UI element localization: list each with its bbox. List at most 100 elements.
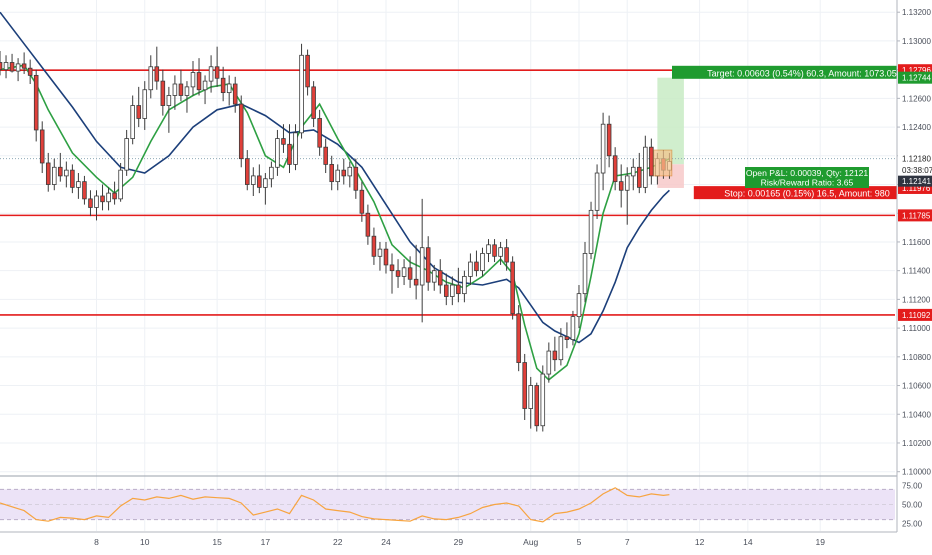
candle bbox=[341, 158, 347, 185]
candle-body-down bbox=[413, 278, 419, 286]
target-price-axis-label: 1.12744 bbox=[898, 71, 932, 84]
candle bbox=[618, 164, 624, 208]
candles bbox=[0, 43, 672, 432]
position-target-label: Target: 0.00603 (0.54%) 60.3, Amount: 10… bbox=[672, 65, 932, 79]
time-tick-label: 24 bbox=[381, 537, 391, 547]
price-tick-label: 1.10400 bbox=[902, 410, 931, 419]
candle-body-up bbox=[208, 66, 214, 82]
candle-body-down bbox=[305, 54, 310, 88]
current-price-axis-label: 1.12180 03:38:07 1.12141 bbox=[898, 152, 932, 187]
candle-body-down bbox=[516, 313, 521, 363]
price-tick-label: 1.12600 bbox=[902, 94, 931, 103]
candle bbox=[263, 173, 268, 205]
position-entry-box bbox=[653, 149, 673, 177]
candle-body-down bbox=[365, 212, 371, 237]
candle-body-up bbox=[401, 267, 407, 277]
candle-body-up bbox=[450, 284, 455, 297]
candle bbox=[383, 241, 389, 274]
price-tick-label: 1.10000 bbox=[902, 468, 931, 477]
candle bbox=[33, 69, 39, 142]
target-price-axis-label-text: 1.12744 bbox=[902, 74, 931, 83]
candle bbox=[522, 353, 527, 420]
candle-body-down bbox=[359, 189, 365, 214]
candle-body-up bbox=[148, 66, 154, 91]
candle bbox=[118, 162, 123, 202]
price-tick-label: 1.11600 bbox=[902, 238, 931, 247]
candle-body-down bbox=[353, 166, 359, 191]
candle-body-down bbox=[389, 264, 395, 272]
candle bbox=[208, 55, 214, 93]
candle bbox=[335, 164, 341, 191]
countdown-text: 03:38:07 bbox=[902, 166, 932, 175]
price-axis-line-label-text: 1.11092 bbox=[902, 311, 931, 320]
candle-body-up bbox=[347, 166, 353, 177]
candle-body-down bbox=[281, 138, 286, 145]
candle-body-up bbox=[486, 244, 491, 254]
candle-body-down bbox=[618, 181, 624, 191]
candle bbox=[70, 164, 75, 194]
candle bbox=[142, 81, 148, 130]
candle bbox=[160, 69, 166, 116]
candle bbox=[407, 256, 413, 288]
price-axis-line-label: 1.11785 bbox=[898, 209, 932, 222]
candle-body-up bbox=[570, 316, 576, 340]
candle bbox=[15, 58, 21, 82]
rsi-tick-label: 75.00 bbox=[902, 482, 923, 491]
candle-body-down bbox=[552, 350, 558, 361]
candle bbox=[395, 259, 401, 288]
position-stop-label-text: Stop: 0.00165 (0.15%) 16.5, Amount: 980 bbox=[724, 189, 890, 199]
candle bbox=[359, 181, 365, 222]
candle bbox=[100, 184, 105, 211]
candle bbox=[419, 198, 425, 323]
price-tick-label: 1.13200 bbox=[902, 8, 931, 17]
candle bbox=[27, 59, 33, 84]
rsi-line bbox=[0, 487, 670, 523]
price-tick-label: 1.11400 bbox=[902, 267, 931, 276]
candle bbox=[516, 305, 521, 372]
candle-body-up bbox=[166, 95, 172, 106]
candle bbox=[347, 161, 353, 188]
candle-body-up bbox=[106, 192, 111, 203]
candle-body-down bbox=[58, 166, 63, 177]
candle-body-up bbox=[540, 373, 546, 427]
candle bbox=[311, 81, 316, 128]
candle-body-down bbox=[154, 66, 160, 82]
candle-body-down bbox=[606, 123, 612, 157]
candle-body-up bbox=[52, 166, 57, 185]
candle-body-up bbox=[299, 54, 304, 134]
time-tick-label: 8 bbox=[94, 537, 99, 547]
candle bbox=[437, 259, 443, 294]
candle-body-up bbox=[419, 247, 425, 286]
candle-body-down bbox=[407, 267, 413, 280]
candle bbox=[148, 55, 154, 99]
candle bbox=[136, 86, 141, 128]
candle bbox=[401, 259, 407, 286]
candle-body-down bbox=[196, 72, 202, 91]
secondary-price-bg bbox=[898, 175, 932, 187]
candle bbox=[64, 161, 69, 188]
price-tick-label: 1.12400 bbox=[902, 123, 931, 132]
rsi-tick-label: 25.00 bbox=[902, 519, 923, 528]
candle bbox=[643, 135, 648, 194]
candle-body-down bbox=[33, 74, 39, 131]
candle bbox=[389, 253, 395, 294]
secondary-price-text: 1.12141 bbox=[902, 177, 931, 186]
current-price-text: 1.12180 bbox=[902, 155, 931, 164]
candle-body-down bbox=[100, 195, 105, 203]
position-stop-label: Stop: 0.00165 (0.15%) 16.5, Amount: 980 bbox=[693, 186, 921, 200]
candle-body-down bbox=[178, 83, 184, 96]
candle bbox=[649, 138, 654, 185]
countdown-bg bbox=[898, 164, 932, 176]
candle-body-up bbox=[130, 105, 135, 139]
candle bbox=[214, 46, 220, 87]
time-tick-label: 12 bbox=[695, 537, 705, 547]
candle-body-down bbox=[88, 198, 93, 208]
price-axis-line-label: 1.11092 bbox=[898, 308, 932, 321]
candle-body-up bbox=[275, 138, 280, 168]
candle-body-up bbox=[263, 178, 268, 188]
time-tick-label: Aug bbox=[523, 537, 538, 547]
candle bbox=[190, 61, 196, 96]
candle bbox=[588, 201, 594, 260]
